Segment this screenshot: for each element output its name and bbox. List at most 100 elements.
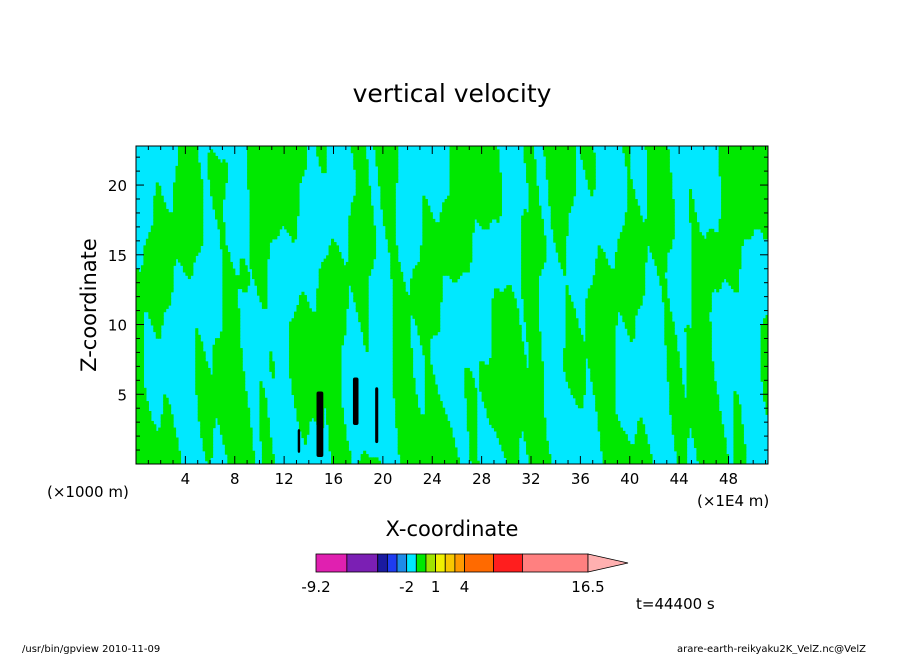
updraft-cell [138, 437, 142, 442]
updraft-cell [289, 228, 293, 233]
updraft-cell [254, 185, 258, 190]
updraft-cell [338, 318, 342, 323]
updraft-cell [395, 281, 399, 286]
updraft-cell [333, 285, 337, 290]
updraft-cell [259, 384, 263, 389]
updraft-cell [269, 354, 273, 359]
updraft-cell [331, 301, 335, 306]
updraft-cell [400, 364, 404, 369]
updraft-cell [222, 364, 226, 369]
updraft-cell [197, 212, 201, 217]
updraft-cell [140, 444, 145, 449]
updraft-cell [150, 301, 154, 306]
updraft-cell [148, 311, 152, 316]
updraft-cell [136, 394, 140, 399]
updraft-cell [328, 308, 332, 313]
updraft-cell [343, 444, 347, 449]
updraft-cell [219, 195, 224, 200]
updraft-cell [395, 348, 399, 352]
updraft-cell [365, 301, 369, 306]
updraft-cell [348, 242, 352, 246]
updraft-cell [252, 222, 256, 227]
updraft-cell [165, 228, 169, 233]
updraft-cell [264, 414, 268, 419]
updraft-cell [308, 318, 312, 323]
updraft-cell [239, 367, 243, 372]
updraft-cell [197, 189, 201, 193]
updraft-cell [355, 152, 359, 157]
updraft-cell [289, 358, 293, 362]
updraft-cell [318, 344, 322, 349]
updraft-cell [145, 430, 149, 435]
updraft-cell [190, 222, 194, 227]
updraft-cell [160, 318, 164, 323]
updraft-cell [335, 444, 340, 449]
updraft-cell [392, 344, 396, 349]
updraft-cell [343, 308, 347, 313]
updraft-cell [249, 169, 253, 174]
updraft-cell [138, 271, 142, 276]
updraft-cell [321, 324, 325, 329]
updraft-cell [392, 328, 396, 333]
updraft-cell [390, 271, 394, 276]
updraft-cell [331, 242, 335, 246]
updraft-cell [145, 295, 149, 299]
updraft-cell [397, 361, 401, 366]
updraft-cell [266, 202, 270, 207]
updraft-cell [279, 199, 283, 203]
updraft-cell [217, 381, 221, 386]
updraft-cell [138, 394, 142, 399]
updraft-cell [350, 228, 354, 233]
updraft-cell [392, 381, 396, 386]
updraft-cell [175, 437, 179, 442]
updraft-cell [145, 261, 149, 266]
updraft-cell [259, 391, 263, 396]
updraft-cell [249, 185, 253, 190]
updraft-cell [150, 265, 154, 270]
updraft-cell [239, 275, 243, 280]
updraft-cell [207, 424, 211, 429]
updraft-cell [219, 169, 224, 174]
updraft-cell [286, 222, 290, 227]
updraft-cell [148, 450, 152, 455]
updraft-cell [217, 222, 221, 227]
updraft-cell [328, 314, 332, 319]
updraft-cell [338, 444, 342, 449]
updraft-cell [202, 424, 206, 429]
updraft-cell [360, 252, 364, 256]
updraft-cell [261, 424, 265, 429]
updraft-cell [355, 162, 359, 167]
updraft-cell [331, 258, 335, 263]
updraft-cell [335, 265, 340, 270]
updraft-cell [289, 232, 293, 237]
updraft-cell [303, 364, 307, 369]
updraft-cell [323, 268, 327, 273]
updraft-cell [242, 278, 246, 283]
updraft-cell [291, 215, 295, 220]
updraft-cell [318, 334, 322, 339]
updraft-cell [395, 252, 399, 256]
updraft-cell [296, 182, 300, 187]
updraft-cell [368, 202, 372, 207]
updraft-cell [259, 175, 263, 180]
updraft-cell [244, 440, 248, 445]
updraft-cell [358, 261, 362, 266]
updraft-cell [321, 291, 325, 296]
updraft-cell [227, 377, 231, 382]
updraft-cell [177, 199, 182, 203]
updraft-cell [182, 172, 186, 177]
updraft-cell [237, 454, 241, 458]
updraft-cell [402, 338, 406, 343]
updraft-cell [343, 301, 347, 306]
updraft-cell [219, 192, 224, 197]
updraft-cell [402, 440, 406, 445]
updraft-cell [311, 367, 315, 372]
updraft-cell [353, 291, 357, 296]
updraft-cell [185, 172, 189, 177]
updraft-cell [363, 242, 367, 246]
updraft-cell [232, 324, 236, 329]
updraft-cell [296, 358, 300, 362]
updraft-cell [244, 404, 248, 409]
updraft-cell [390, 218, 394, 223]
updraft-cell [291, 328, 295, 333]
